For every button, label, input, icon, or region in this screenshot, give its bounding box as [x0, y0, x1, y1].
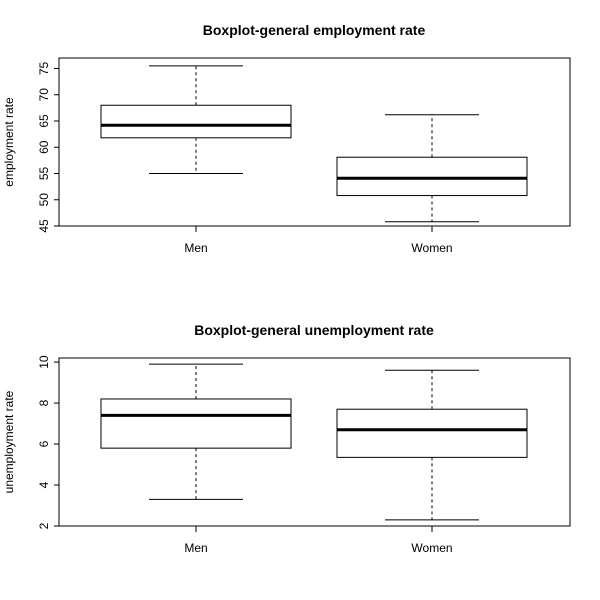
employment-y-tick-label: 45 — [37, 219, 51, 233]
employment-men-box — [100, 104, 292, 139]
employment-y-tick-label: 65 — [37, 114, 51, 128]
employment-panel: Boxplot-general employment rate employme… — [2, 22, 571, 255]
unemployment-x-tick-women: Women — [411, 541, 452, 555]
unemployment-panel: Boxplot-general unemployment rate unempl… — [2, 322, 571, 555]
employment-y-tick-label: 60 — [37, 140, 51, 154]
employment-y-tick-label: 70 — [37, 88, 51, 102]
unemployment-chart-title: Boxplot-general unemployment rate — [194, 322, 434, 338]
unemployment-y-tick-label: 2 — [37, 522, 51, 529]
unemployment-y-tick-label: 10 — [37, 355, 51, 369]
employment-x-tick-women: Women — [411, 241, 452, 255]
unemployment-plot-frame — [58, 357, 571, 527]
unemployment-women-box — [336, 408, 528, 458]
unemployment-y-tick-label: 8 — [37, 399, 51, 406]
employment-y-tick-label: 50 — [37, 193, 51, 207]
employment-women-box — [336, 156, 528, 197]
employment-chart-title: Boxplot-general employment rate — [203, 22, 426, 38]
employment-plot-frame — [58, 57, 571, 227]
employment-y-tick-label: 55 — [37, 167, 51, 181]
employment-y-tick-label: 75 — [37, 62, 51, 76]
employment-y-axis-label: employment rate — [2, 97, 16, 187]
unemployment-men-box — [100, 398, 292, 449]
unemployment-y-axis-label: unemployment rate — [2, 390, 16, 493]
employment-x-tick-men: Men — [184, 241, 207, 255]
unemployment-x-tick-men: Men — [184, 541, 207, 555]
unemployment-y-tick-label: 6 — [37, 440, 51, 447]
unemployment-y-tick-label: 4 — [37, 481, 51, 488]
